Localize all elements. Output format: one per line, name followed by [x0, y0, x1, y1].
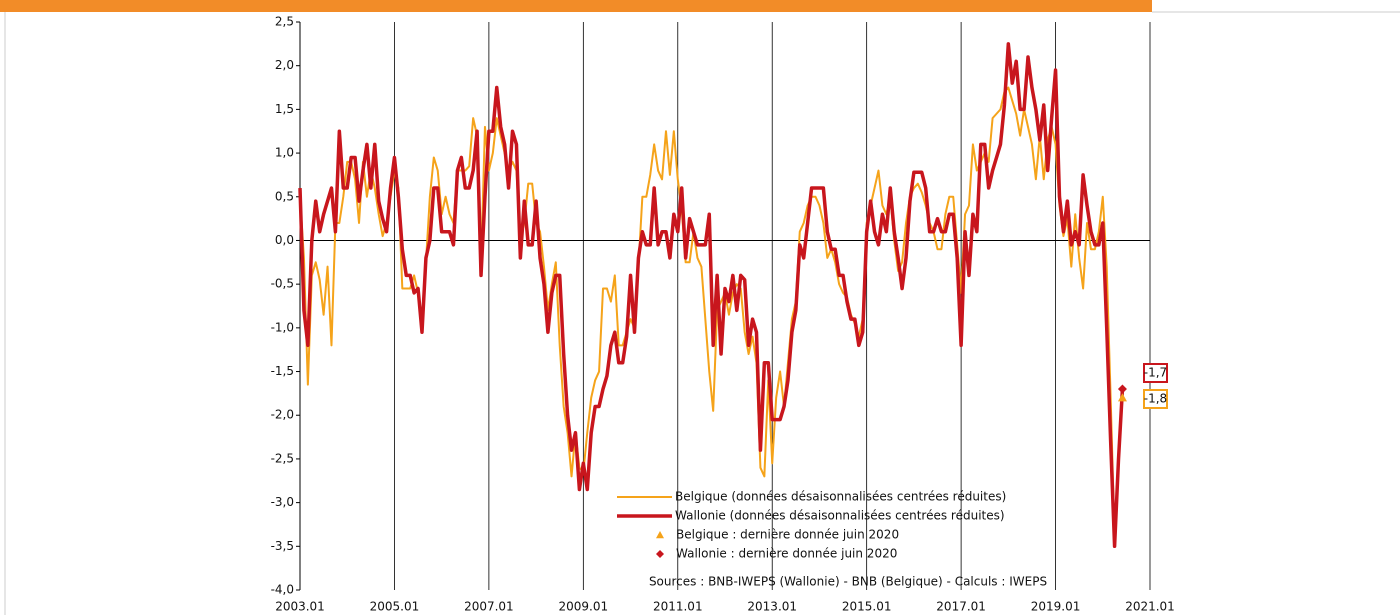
sources: Sources : BNB-IWEPS (Wallonie) - BNB (Be… [649, 575, 1047, 589]
last-point [1117, 393, 1127, 402]
value-label: -1,8 [1144, 392, 1167, 406]
y-tick-label: -3,0 [271, 495, 294, 509]
last-point [1117, 384, 1127, 394]
legend-swatch [656, 531, 664, 539]
y-tick-label: -2,0 [271, 408, 294, 422]
y-tick-label: -1,0 [271, 320, 294, 334]
top-bar [0, 0, 1152, 12]
y-tick-label: 0,0 [275, 233, 294, 247]
y-tick-label: -3,5 [271, 539, 294, 553]
label-box [1143, 389, 1168, 409]
x-tick-label: 2021.01 [1125, 600, 1175, 614]
legend-label: Belgique (données désaisonnalisées centr… [675, 490, 1006, 504]
x-tick-label: 2005.01 [370, 600, 420, 614]
x-tick-label: 2009.01 [559, 600, 609, 614]
y-tick-label: -1,5 [271, 364, 294, 378]
legend-label: Wallonie : dernière donnée juin 2020 [676, 547, 897, 561]
y-tick-label: -0,5 [271, 277, 294, 291]
y-tick-label: -2,5 [271, 451, 294, 465]
y-tick-label: 0,5 [275, 189, 294, 203]
y-tick-label: 1,0 [275, 146, 294, 160]
x-tick-label: 2015.01 [842, 600, 892, 614]
series-line [298, 42, 1125, 549]
y-tick-label: -4,0 [271, 583, 294, 597]
y-tick-label: 2,0 [275, 58, 294, 72]
y-tick-label: 1,5 [275, 102, 294, 116]
label-box [1143, 363, 1168, 383]
x-tick-label: 2019.01 [1031, 600, 1081, 614]
legend-swatch [656, 550, 664, 558]
y-tick-label: 2,5 [275, 15, 294, 29]
x-tick-label: 2007.01 [464, 600, 514, 614]
x-tick-label: 2017.01 [936, 600, 986, 614]
value-label: -1,7 [1144, 366, 1167, 380]
x-tick-label: 2013.01 [747, 600, 797, 614]
x-tick-label: 2011.01 [653, 600, 703, 614]
legend-label: Wallonie (données désaisonnalisées centr… [675, 509, 1005, 523]
legend-label: Belgique : dernière donnée juin 2020 [676, 528, 899, 542]
x-tick-label: 2003.01 [275, 600, 325, 614]
